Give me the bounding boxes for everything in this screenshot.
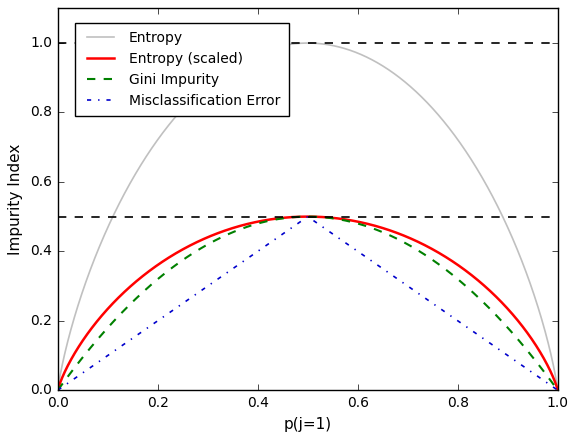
Line: Entropy: Entropy: [58, 43, 557, 390]
Entropy: [554, 388, 561, 393]
Entropy (scaled): [304, 214, 311, 219]
Y-axis label: Impurity Index: Impurity Index: [8, 143, 23, 255]
Misclassification Error: [454, 318, 460, 323]
Gini Impurity: [275, 216, 282, 222]
Gini Impurity: [554, 388, 561, 393]
Misclassification Error: [257, 247, 264, 253]
Line: Entropy (scaled): Entropy (scaled): [58, 216, 557, 390]
Gini Impurity: [398, 238, 405, 244]
Gini Impurity: [445, 269, 452, 274]
Entropy (scaled): [106, 305, 113, 310]
Gini Impurity: [454, 276, 460, 281]
Entropy: [304, 40, 311, 46]
Line: Gini Impurity: Gini Impurity: [58, 216, 557, 390]
Entropy (scaled): [554, 388, 561, 393]
Entropy: [275, 44, 282, 49]
Misclassification Error: [398, 279, 405, 284]
Gini Impurity: [257, 220, 264, 226]
Gini Impurity: [54, 388, 61, 393]
Entropy: [54, 388, 61, 393]
Entropy (scaled): [445, 256, 452, 261]
Entropy: [454, 136, 460, 141]
Entropy (scaled): [54, 388, 61, 393]
Misclassification Error: [275, 235, 282, 240]
Entropy: [257, 50, 264, 55]
Misclassification Error: [445, 312, 452, 317]
Misclassification Error: [54, 388, 61, 393]
Entropy (scaled): [275, 216, 282, 221]
Misclassification Error: [554, 388, 561, 393]
Gini Impurity: [106, 324, 113, 329]
Entropy: [398, 77, 405, 82]
Entropy: [106, 223, 113, 228]
Legend: Entropy, Entropy (scaled), Gini Impurity, Misclassification Error: Entropy, Entropy (scaled), Gini Impurity…: [75, 23, 288, 117]
Line: Misclassification Error: Misclassification Error: [58, 217, 557, 390]
Misclassification Error: [304, 214, 311, 220]
Entropy: [445, 124, 452, 129]
Entropy (scaled): [398, 232, 405, 237]
X-axis label: p(j=1): p(j=1): [284, 417, 332, 432]
Entropy (scaled): [257, 219, 264, 224]
Gini Impurity: [305, 214, 312, 219]
Entropy (scaled): [454, 262, 460, 267]
Misclassification Error: [106, 352, 113, 357]
